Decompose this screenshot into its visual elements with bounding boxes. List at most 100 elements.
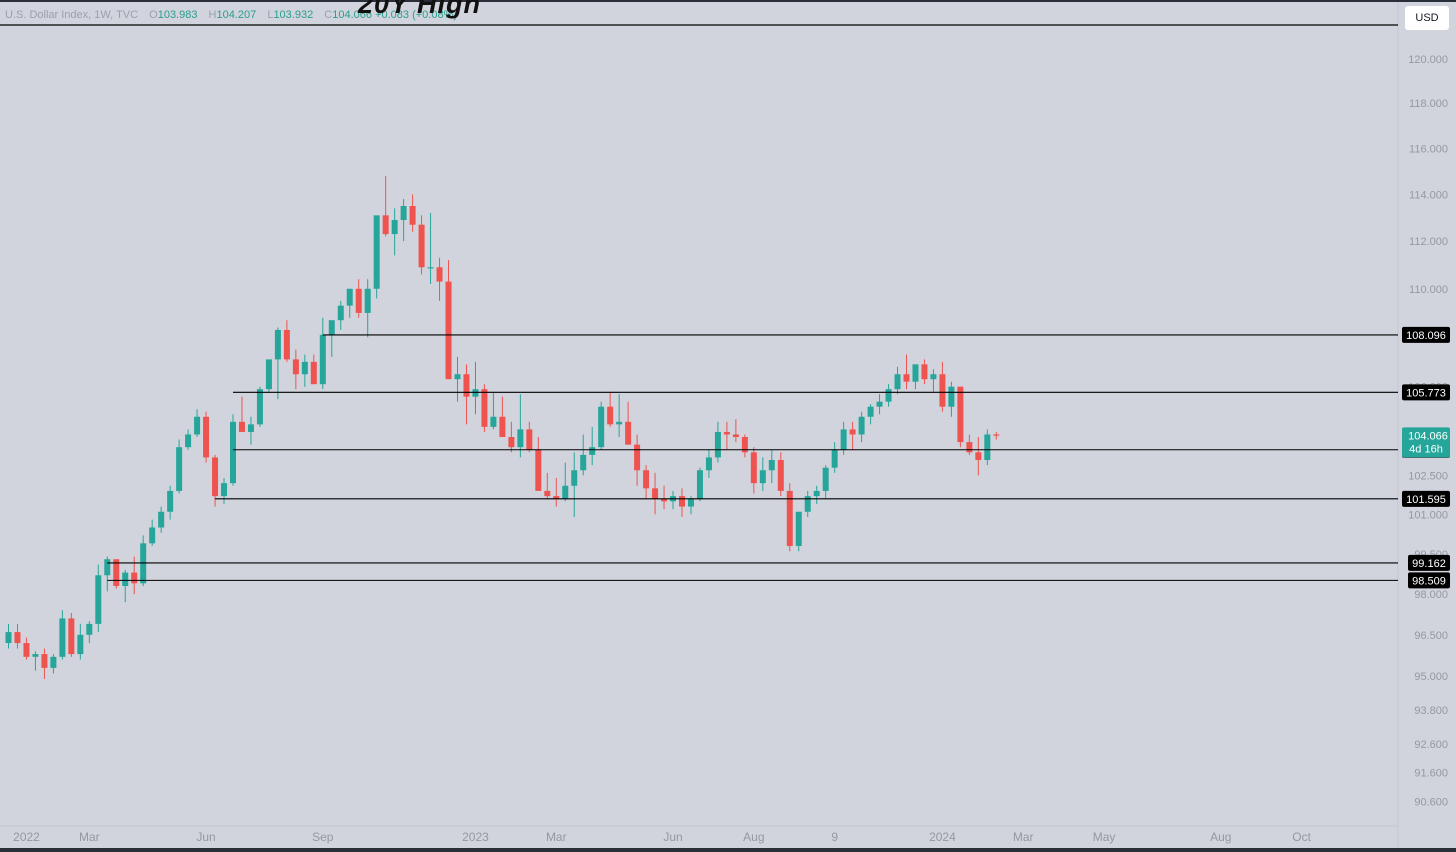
candle-body — [310, 361, 317, 385]
candle — [481, 384, 488, 432]
candle — [661, 485, 668, 510]
candle — [445, 260, 452, 380]
candle-body — [265, 359, 272, 390]
candle-body — [607, 406, 614, 425]
close-label: C — [324, 9, 333, 21]
candle-body — [86, 623, 93, 635]
ohlc-legend: U.S. Dollar Index, 1W, TVC O103.983 H104… — [5, 9, 457, 21]
candle-body — [194, 416, 201, 435]
candle-body — [696, 470, 703, 499]
change-percent: (+0.08%) — [412, 9, 458, 21]
candle-body — [283, 329, 290, 360]
x-tick-label: 9 — [831, 830, 838, 844]
candle — [310, 354, 317, 385]
candle — [822, 465, 829, 499]
candle-body — [149, 527, 156, 544]
candle-body — [705, 457, 712, 471]
candle-body — [364, 288, 371, 313]
candle-body — [634, 444, 641, 471]
candle — [328, 320, 335, 357]
candle — [741, 434, 748, 458]
currency-button[interactable]: USD — [1405, 6, 1449, 30]
level-tag-bg — [1408, 554, 1450, 571]
candle — [23, 637, 30, 660]
candle-body — [687, 498, 694, 507]
candle — [391, 208, 398, 256]
level-tag-bg — [1408, 572, 1450, 589]
candle — [705, 449, 712, 478]
y-tick-label: 112.000 — [1409, 236, 1448, 248]
candle-body — [975, 452, 982, 460]
candle — [517, 394, 524, 458]
y-tick-label: 92.600 — [1414, 739, 1448, 751]
candle-body — [346, 288, 353, 306]
high-value: 104.207 — [216, 9, 257, 21]
candle — [966, 434, 973, 455]
candle — [625, 401, 632, 445]
candle-body — [858, 416, 865, 435]
candle-body — [598, 406, 605, 448]
candle-body — [966, 442, 973, 453]
candle — [355, 279, 362, 318]
candle-body — [535, 449, 542, 491]
candle-body — [723, 431, 730, 435]
candle-body — [822, 467, 829, 491]
candle-body — [256, 389, 263, 425]
candle-body — [23, 643, 30, 657]
candle-body — [661, 498, 668, 502]
annotation-title: 20Y High — [358, 0, 482, 19]
candle-body — [77, 634, 84, 655]
candle-body — [122, 572, 129, 586]
candle-body — [32, 654, 39, 657]
candle — [858, 411, 865, 443]
candle — [167, 485, 174, 520]
candle — [849, 421, 856, 450]
candle — [122, 569, 129, 603]
candle — [634, 434, 641, 486]
candle — [5, 623, 12, 649]
candle — [104, 556, 111, 592]
candle — [221, 477, 228, 504]
candle-body — [616, 421, 623, 425]
candle — [571, 452, 578, 517]
level-tag-label: 105.773 — [1406, 387, 1446, 399]
candle-body — [517, 429, 524, 448]
candle — [77, 623, 84, 660]
candle — [59, 610, 66, 660]
candle-body — [508, 437, 515, 448]
candle — [804, 490, 811, 517]
low-label: L — [267, 9, 274, 21]
x-tick-label: 2023 — [462, 830, 489, 844]
y-tick-label: 101.000 — [1408, 509, 1448, 521]
candle-body — [741, 437, 748, 453]
candle — [723, 421, 730, 450]
candle-body — [167, 490, 174, 512]
candle — [714, 421, 721, 463]
candle-body — [41, 654, 48, 668]
y-tick-label: 120.000 — [1408, 54, 1448, 66]
candle-body — [319, 334, 326, 385]
candle-body — [903, 374, 910, 382]
candle-body — [113, 559, 120, 586]
x-tick-label: Sep — [312, 830, 334, 844]
open-label: O — [149, 9, 158, 21]
candle-body — [382, 215, 389, 235]
candle — [894, 366, 901, 395]
candle-body — [786, 490, 793, 546]
low-value: 103.932 — [273, 9, 314, 21]
candle — [212, 454, 219, 507]
candle-body — [328, 320, 335, 335]
candle-body — [993, 434, 1000, 436]
candle — [598, 401, 605, 450]
candle-body — [230, 421, 236, 484]
candle-body — [185, 434, 192, 448]
candle-body — [625, 421, 632, 445]
candle-body — [562, 485, 569, 499]
candle — [786, 483, 793, 552]
candle — [292, 349, 299, 390]
candle — [616, 394, 623, 438]
candle — [912, 364, 919, 390]
candle — [921, 359, 928, 385]
candle — [930, 369, 937, 392]
